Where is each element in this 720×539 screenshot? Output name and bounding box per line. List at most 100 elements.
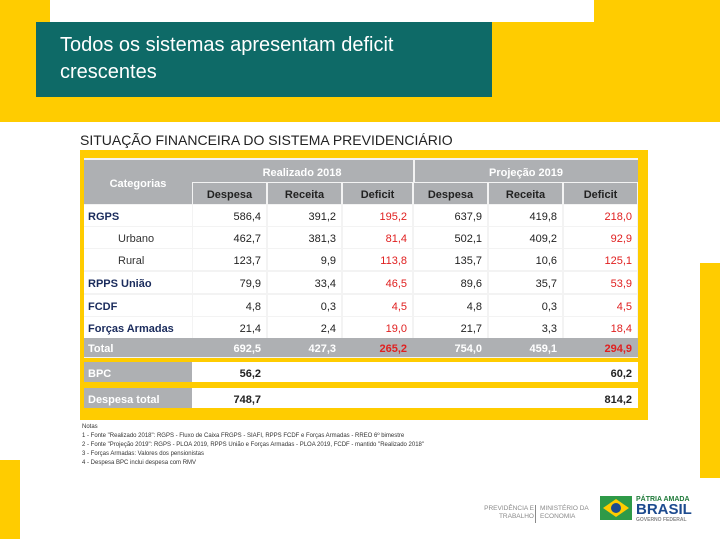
header-col-bg xyxy=(193,183,266,204)
yellow-block-top-right xyxy=(594,0,720,30)
value-cell-bg xyxy=(564,205,637,226)
row-label: Urbano xyxy=(118,233,154,245)
note-line: 1 - Fonte "Realizado 2018": RGPS - Fluxo… xyxy=(82,433,405,439)
value-cell: 2,4 xyxy=(321,323,336,335)
value-cell-bg xyxy=(268,227,341,248)
brand-sub: GOVERNO FEDERAL xyxy=(636,517,687,523)
value-cell-bg xyxy=(193,227,266,248)
yellow-block-bottom-left xyxy=(0,460,20,539)
total-value: 459,1 xyxy=(529,343,557,355)
header-col-bg xyxy=(268,183,341,204)
bpc-value-bg xyxy=(192,362,267,382)
value-cell: 135,7 xyxy=(454,255,482,267)
value-cell: 218,0 xyxy=(604,211,632,223)
value-cell: 19,0 xyxy=(386,323,407,335)
value-cell: 195,2 xyxy=(379,211,407,223)
value-cell: 79,9 xyxy=(240,278,261,290)
note-line: 2 - Fonte "Projeção 2019": RGPS - PLOA 2… xyxy=(82,442,425,448)
value-cell-bg xyxy=(268,205,341,226)
row-label-bg xyxy=(84,227,192,248)
value-cell: 35,7 xyxy=(536,278,557,290)
value-cell-bg xyxy=(343,295,412,316)
value-cell-bg xyxy=(414,227,487,248)
header-group-2018: Realizado 2018 xyxy=(263,167,342,179)
value-cell: 21,4 xyxy=(240,323,261,335)
header-col: Receita xyxy=(285,189,325,201)
value-cell-bg xyxy=(268,272,341,293)
ministry-divider xyxy=(535,505,536,523)
value-cell: 10,6 xyxy=(536,255,557,267)
note-line: Notas xyxy=(82,424,98,430)
yellow-block-right xyxy=(700,263,720,539)
value-cell-bg xyxy=(193,272,266,293)
value-cell-bg xyxy=(343,205,412,226)
header-categories: Categorias xyxy=(110,178,167,190)
value-cell-bg xyxy=(268,317,341,338)
slide-title: Todos os sistemas apresentam deficit cre… xyxy=(60,34,394,83)
row-label: RPPS União xyxy=(88,278,152,290)
header-group-bg xyxy=(415,160,638,182)
value-cell-bg xyxy=(489,272,562,293)
row-label: Rural xyxy=(118,255,144,267)
value-cell-bg xyxy=(193,249,266,270)
bpc-value: 60,2 xyxy=(611,368,632,380)
brasil-brand: PÁTRIA AMADA BRASIL GOVERNO FEDERAL xyxy=(636,496,692,523)
value-cell: 419,8 xyxy=(529,211,557,223)
value-cell-bg xyxy=(193,317,266,338)
value-cell-bg xyxy=(489,317,562,338)
value-cell-bg xyxy=(343,317,412,338)
brasil-flag-icon xyxy=(600,496,632,520)
despesa-total-value: 748,7 xyxy=(233,394,261,406)
value-cell-bg xyxy=(414,249,487,270)
header-col: Despesa xyxy=(207,189,253,201)
value-cell: 81,4 xyxy=(386,233,407,245)
value-cell: 0,3 xyxy=(542,301,557,313)
bpc-label-bg xyxy=(84,362,192,382)
title-box: Todos os sistemas apresentam deficit cre… xyxy=(36,22,492,97)
value-cell-bg xyxy=(564,249,637,270)
total-value: 754,0 xyxy=(454,343,482,355)
value-cell: 381,3 xyxy=(308,233,336,245)
header-categories-bg xyxy=(84,160,192,204)
table-panel: Categorias Realizado 2018 Projeção 2019 Des… xyxy=(80,150,648,420)
value-cell: 123,7 xyxy=(233,255,261,267)
row-label-bg xyxy=(84,295,192,316)
brand-top: PÁTRIA AMADA xyxy=(636,496,690,503)
header-col-bg xyxy=(489,183,562,204)
slide-subtitle: SITUAÇÃO FINANCEIRA DO SISTEMA PREVIDENC… xyxy=(80,132,453,148)
value-cell: 4,5 xyxy=(392,301,407,313)
ministry-right-1: MINISTÉRIO DA xyxy=(540,505,589,512)
row-label-bg xyxy=(84,205,192,226)
row-label: Forças Armadas xyxy=(88,323,174,335)
ministry-left-1: PREVIDÊNCIA E xyxy=(484,505,534,512)
value-cell: 391,2 xyxy=(308,211,336,223)
value-cell-bg xyxy=(564,317,637,338)
value-cell: 33,4 xyxy=(315,278,336,290)
value-cell-bg xyxy=(343,272,412,293)
total-value: 265,2 xyxy=(379,343,407,355)
header-group-bg xyxy=(192,160,413,182)
value-cell: 18,4 xyxy=(611,323,632,335)
value-cell: 3,3 xyxy=(542,323,557,335)
value-cell: 4,5 xyxy=(617,301,632,313)
row-label-bg xyxy=(84,317,192,338)
value-cell-bg xyxy=(193,205,266,226)
header-col: Deficit xyxy=(361,189,395,201)
value-cell-bg xyxy=(343,249,412,270)
note-line: 3 - Forças Armadas: Valores dos pensioni… xyxy=(82,451,204,457)
despesa-total-label: Despesa total xyxy=(88,394,160,406)
value-cell: 586,4 xyxy=(233,211,261,223)
header-group-2019: Projeção 2019 xyxy=(489,167,563,179)
row-label-bg xyxy=(84,249,192,270)
total-row-bg xyxy=(84,338,638,357)
value-cell: 9,9 xyxy=(321,255,336,267)
despesa-total-row-bg xyxy=(84,388,638,408)
value-cell-bg xyxy=(193,295,266,316)
header-col-bg xyxy=(343,183,412,204)
value-cell-bg xyxy=(564,295,637,316)
value-cell: 53,9 xyxy=(611,278,632,290)
value-cell-bg xyxy=(414,295,487,316)
notes: Notas 1 - Fonte "Realizado 2018": RGPS -… xyxy=(82,423,424,468)
total-value: 692,5 xyxy=(233,343,261,355)
value-cell: 125,1 xyxy=(604,255,632,267)
